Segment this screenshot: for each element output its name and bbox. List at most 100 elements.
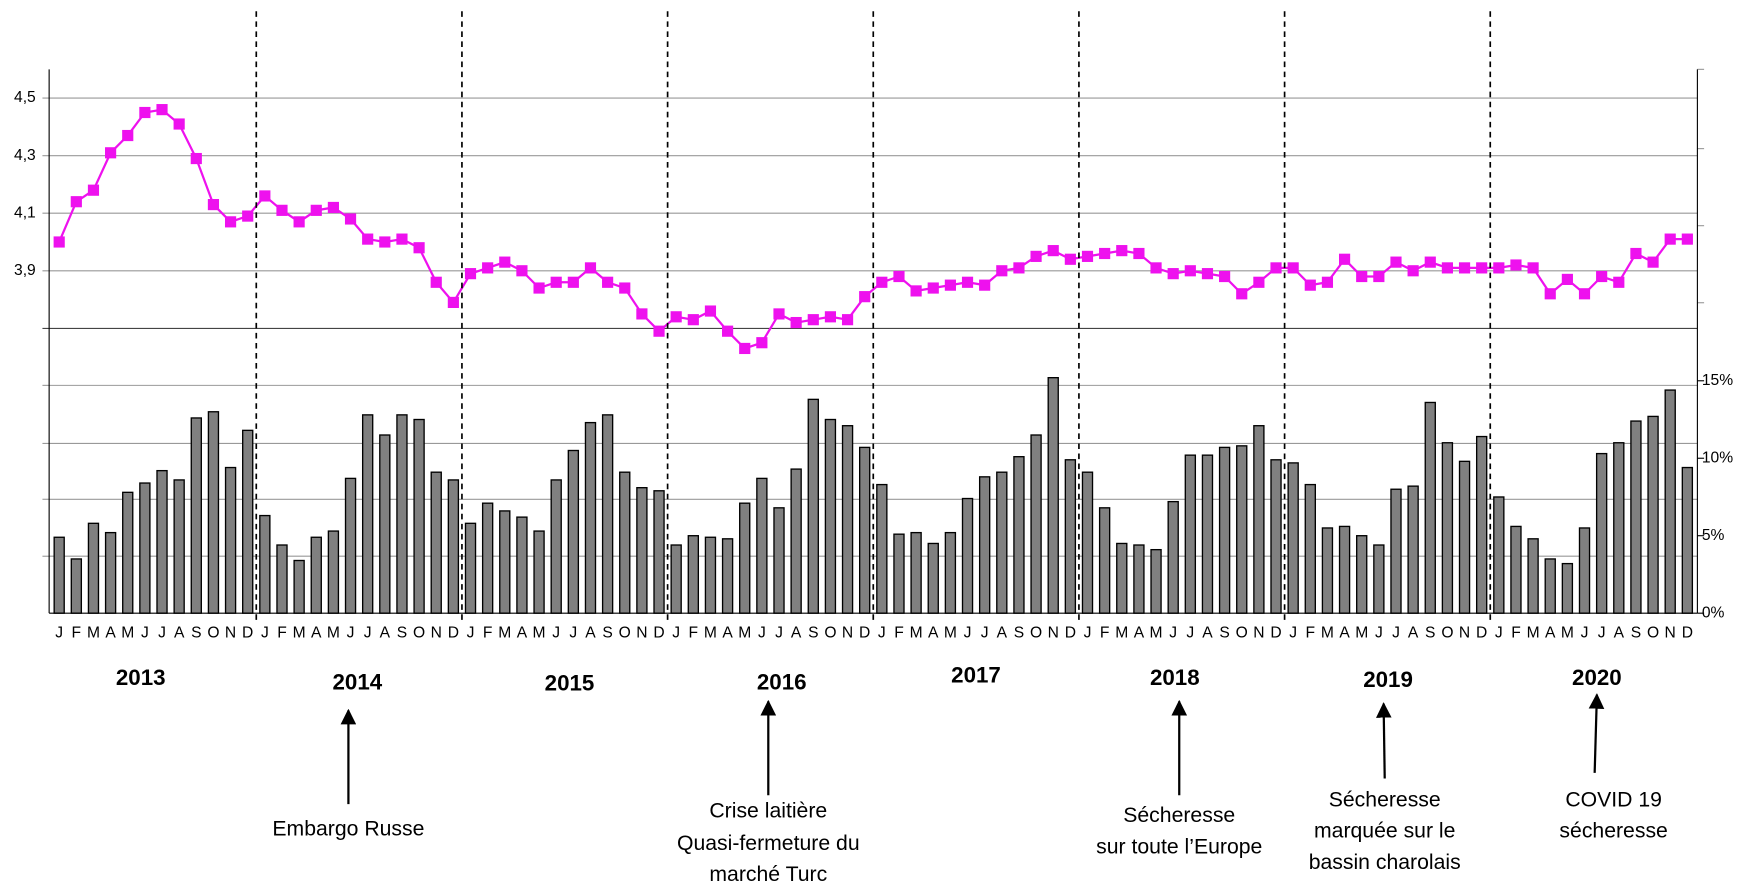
bar [670, 544, 682, 614]
x-tick-label: M [738, 624, 751, 641]
year-label: 2013 [116, 665, 166, 690]
marker [1287, 262, 1299, 274]
bar [1321, 527, 1334, 614]
bar [619, 471, 631, 614]
y2-tick-label: 15% [1702, 372, 1733, 389]
bar [790, 468, 802, 614]
x-tick-label: J [347, 624, 355, 641]
marker [1064, 253, 1076, 265]
bar [276, 544, 288, 614]
annotation-text: Sécheresse [1123, 804, 1235, 827]
x-tick-label: O [824, 624, 836, 641]
marker [70, 196, 82, 208]
bar [1064, 459, 1077, 614]
bar [207, 411, 220, 614]
bar [996, 471, 1008, 614]
annotation-arrow [1588, 693, 1605, 773]
bar [978, 476, 991, 614]
marker [1081, 250, 1094, 262]
x-tick-label: M [1150, 624, 1163, 641]
x-tick-label: J [1169, 624, 1177, 641]
x-tick-label: A [174, 624, 185, 641]
bar [1681, 466, 1694, 614]
marker [636, 308, 648, 320]
bar [1098, 507, 1111, 614]
marker [499, 256, 511, 268]
marker [773, 308, 785, 320]
x-tick-label: A [928, 624, 939, 641]
x-tick-label: M [1527, 624, 1540, 641]
x-tick-label: N [431, 624, 442, 641]
marker [1236, 288, 1248, 300]
bar [1424, 401, 1436, 614]
marker [893, 270, 905, 283]
marker [1407, 265, 1419, 277]
marker [1647, 256, 1659, 268]
x-tick-label: O [207, 624, 219, 641]
year-label: 2014 [333, 669, 383, 694]
bar [1304, 483, 1316, 614]
x-tick-label: N [1665, 624, 1676, 641]
bar [139, 482, 151, 614]
x-tick-label: J [1581, 624, 1589, 641]
x-tick-label: F [1511, 624, 1521, 641]
annotation-text: bassin charolais [1309, 851, 1461, 874]
bar [1527, 538, 1539, 614]
annotation-text: Quasi-fermeture du [677, 832, 860, 855]
marker [1681, 233, 1693, 245]
x-tick-label: J [1495, 624, 1503, 641]
bar [550, 479, 562, 614]
x-tick-label: M [910, 624, 923, 641]
bar [413, 418, 425, 614]
x-tick-label: A [722, 624, 733, 641]
bar [70, 558, 83, 614]
bar [1047, 377, 1059, 614]
x-tick-label: D [859, 624, 870, 641]
x-tick-label: J [672, 624, 680, 641]
x-tick-label: J [569, 624, 577, 641]
marker [1544, 288, 1556, 300]
bar [773, 507, 785, 614]
marker [1338, 253, 1351, 265]
x-tick-label: J [775, 624, 783, 641]
year-label: 2017 [951, 663, 1001, 688]
marker [910, 285, 922, 297]
bar [310, 536, 322, 614]
marker [1476, 262, 1488, 274]
marker [722, 325, 734, 337]
year-label: 2019 [1363, 667, 1413, 692]
x-tick-label: M [1321, 624, 1334, 641]
x-tick-label: M [87, 624, 100, 641]
x-tick-label: F [1100, 624, 1110, 641]
x-tick-label: F [483, 624, 493, 641]
marker [996, 265, 1008, 277]
x-tick-label: A [380, 624, 391, 641]
marker [105, 147, 117, 159]
bar [1475, 435, 1488, 614]
marker [1613, 276, 1625, 288]
bar [1218, 446, 1231, 614]
x-tick-label: J [1289, 624, 1297, 641]
bar [1613, 442, 1625, 614]
bar [190, 417, 202, 614]
x-tick-label: N [636, 624, 647, 641]
bar [1201, 454, 1214, 614]
x-tick-label: J [964, 624, 972, 641]
x-tick-label: N [842, 624, 853, 641]
x-tick-label: D [448, 624, 459, 641]
x-tick-label: S [1425, 624, 1435, 641]
bar [1150, 548, 1162, 614]
y2-tick-label: 5% [1702, 527, 1725, 544]
x-tick-label: A [1408, 624, 1419, 641]
x-tick-label: M [327, 624, 340, 641]
bar [1030, 434, 1042, 614]
marker [533, 282, 545, 294]
y2-tick-label: 0% [1702, 604, 1725, 621]
marker [979, 279, 991, 291]
x-tick-label: O [413, 624, 425, 641]
bar [721, 538, 734, 614]
bar [259, 514, 271, 614]
marker [242, 210, 254, 222]
annotation-text: sécheresse [1559, 820, 1667, 843]
x-tick-label: N [1253, 624, 1264, 641]
